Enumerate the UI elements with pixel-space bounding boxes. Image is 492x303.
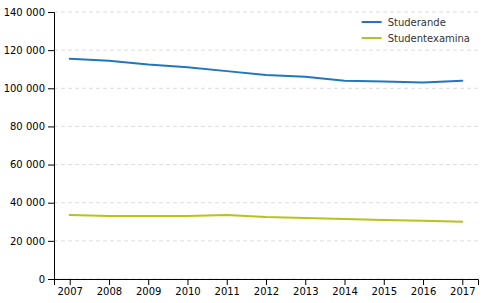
x-tick-mark [345, 279, 346, 285]
y-tick-label: 20 000 [10, 236, 45, 247]
series-line [70, 59, 463, 83]
series-line [70, 215, 463, 222]
x-tick-label: 2008 [97, 286, 122, 297]
y-tick-mark [48, 241, 54, 242]
legend-swatch [362, 37, 382, 39]
y-tick-label: 140 000 [4, 7, 45, 18]
x-tick: 2012 [254, 279, 279, 297]
x-tick: 2011 [215, 279, 240, 297]
grid-line [54, 12, 478, 13]
x-tick: 2010 [175, 279, 200, 297]
legend-label: Studentexamina [388, 33, 470, 44]
y-tick: 60 000 [10, 159, 54, 170]
legend-item: Studentexamina [362, 33, 470, 44]
grid-line [54, 240, 478, 241]
grid-line [54, 88, 478, 89]
x-tick-label: 2017 [450, 286, 475, 297]
legend-item: Studerande [362, 17, 446, 28]
y-tick-mark [48, 203, 54, 204]
y-tick-mark [48, 50, 54, 51]
y-tick: 80 000 [10, 121, 54, 132]
x-tick-mark [462, 279, 463, 285]
y-tick-label: 100 000 [4, 83, 45, 94]
y-tick-label: 60 000 [10, 159, 45, 170]
legend-swatch [362, 21, 382, 23]
y-tick-label: 120 000 [4, 45, 45, 56]
x-tick-label: 2013 [293, 286, 318, 297]
y-tick: 20 000 [10, 236, 54, 247]
x-tick-label: 2009 [136, 286, 161, 297]
x-tick-mark [70, 279, 71, 285]
x-tick-mark [187, 279, 188, 285]
y-tick-mark [48, 165, 54, 166]
y-tick-label: 40 000 [10, 197, 45, 208]
y-tick: 120 000 [4, 45, 54, 56]
x-tick-mark [227, 279, 228, 285]
x-tick: 2016 [411, 279, 436, 297]
y-tick-mark [48, 126, 54, 127]
grid [54, 12, 478, 279]
grid-line [54, 50, 478, 51]
x-tick-mark [305, 279, 306, 285]
y-tick: 140 000 [4, 7, 54, 18]
x-tick: 2007 [57, 279, 82, 297]
x-tick-mark [423, 279, 424, 285]
y-tick-mark [48, 279, 54, 280]
x-tick: 2017 [450, 279, 475, 297]
x-tick: 2013 [293, 279, 318, 297]
y-tick-label: 0 [39, 274, 45, 285]
x-tick: 2015 [372, 279, 397, 297]
x-tick: 2009 [136, 279, 161, 297]
axis-line [55, 280, 479, 286]
x-tick: 2014 [332, 279, 357, 297]
y-tick-label: 80 000 [10, 121, 45, 132]
x-tick-label: 2012 [254, 286, 279, 297]
x-tick-mark [148, 279, 149, 285]
legend-label: Studerande [388, 17, 446, 28]
x-tick-mark [384, 279, 385, 285]
grid-line [54, 202, 478, 203]
x-tick-label: 2011 [215, 286, 240, 297]
y-tick-mark [48, 12, 54, 13]
y-tick: 40 000 [10, 197, 54, 208]
chart: 2007 2008 2009 2010 2011 2012 2013 2014 2015 2016… [0, 0, 492, 303]
grid-line [54, 126, 478, 127]
x-tick-label: 2016 [411, 286, 436, 297]
x-tick-label: 2014 [332, 286, 357, 297]
legend: Studerande Studentexamina [362, 17, 470, 44]
grid-line [54, 164, 478, 165]
x-tick-label: 2010 [175, 286, 200, 297]
x-tick-label: 2007 [57, 286, 82, 297]
axis-line [48, 13, 55, 280]
x-axis: 2007 2008 2009 2010 2011 2012 2013 2014 2015 2016… [55, 279, 479, 297]
y-tick: 100 000 [4, 83, 54, 94]
y-tick: 0 [39, 274, 54, 285]
x-tick-mark [109, 279, 110, 285]
plot-area [70, 59, 463, 222]
x-tick-label: 2015 [372, 286, 397, 297]
x-tick: 2008 [97, 279, 122, 297]
y-axis: 0 20 000 40 000 60 000 80 000 100 000 120 000 1… [4, 7, 55, 285]
x-tick-mark [266, 279, 267, 285]
y-tick-mark [48, 88, 54, 89]
